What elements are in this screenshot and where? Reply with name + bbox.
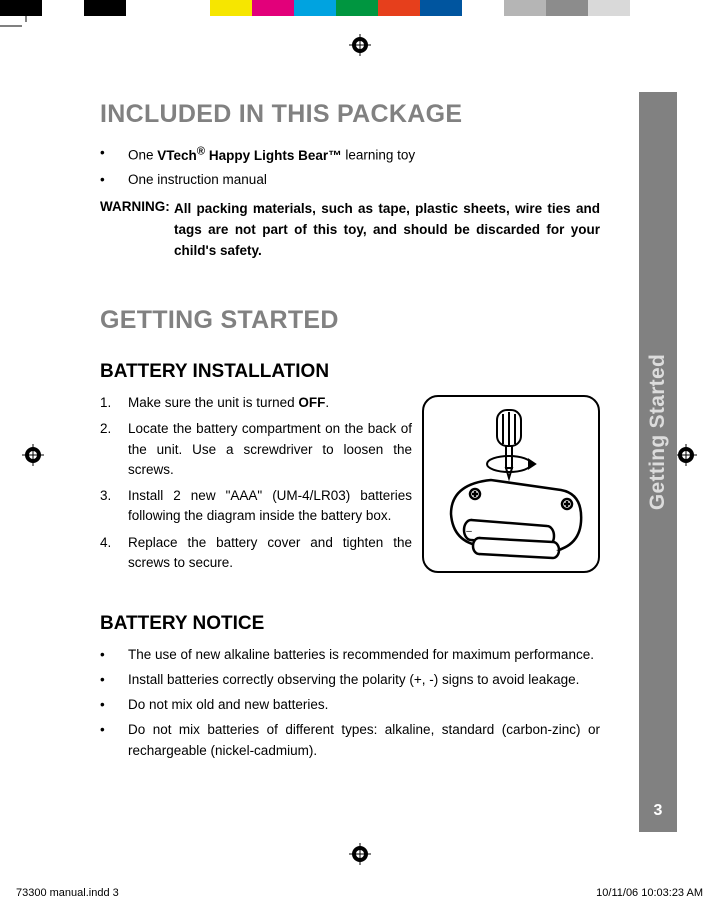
color-swatch (462, 0, 504, 16)
battery-notice-list: •The use of new alkaline batteries is re… (100, 645, 600, 762)
warning-body: All packing materials, such as tape, pla… (174, 199, 600, 262)
text: One (128, 148, 157, 163)
list-number: 3. (100, 486, 128, 527)
list-number: 2. (100, 419, 128, 480)
bullet-icon: • (100, 670, 128, 691)
list-item: 2. Locate the battery compartment on the… (100, 419, 412, 480)
battery-diagram-svg: – + (431, 404, 591, 564)
list-item-text: Make sure the unit is turned OFF. (128, 393, 412, 413)
warning-label: WARNING: (100, 197, 170, 218)
color-swatch (336, 0, 378, 16)
bullet-icon: • (100, 695, 128, 716)
color-swatch (126, 0, 168, 16)
svg-text:+: + (556, 546, 562, 557)
color-swatch (504, 0, 546, 16)
heading-included: INCLUDED IN THIS PACKAGE (100, 100, 600, 129)
color-swatch (294, 0, 336, 16)
list-item-text: The use of new alkaline batteries is rec… (128, 645, 600, 666)
install-row: 1. Make sure the unit is turned OFF. 2. … (100, 393, 600, 579)
footer-timestamp: 10/11/06 10:03:23 AM (596, 887, 703, 899)
page: Getting Started 3 INCLUDED IN THIS PACKA… (0, 0, 719, 909)
bullet-icon: • (100, 143, 128, 166)
battery-diagram: – + (422, 395, 600, 573)
text: Happy Lights Bear™ (205, 148, 342, 163)
list-item-text: Replace the battery cover and tighten th… (128, 533, 412, 574)
color-swatch (84, 0, 126, 16)
list-item: 3. Install 2 new "AAA" (UM-4/LR03) batte… (100, 486, 412, 527)
text: . (325, 395, 329, 410)
color-swatch (630, 0, 672, 16)
section-tab-label: Getting Started (646, 354, 670, 510)
color-calibration-bar (0, 0, 719, 16)
registration-mark-bottom (0, 843, 719, 865)
subheading-battery-installation: BATTERY INSTALLATION (100, 361, 600, 383)
bullet-icon: • (100, 720, 128, 762)
text: OFF (298, 395, 325, 410)
list-item: •Do not mix batteries of different types… (100, 720, 600, 762)
subheading-battery-notice: BATTERY NOTICE (100, 613, 600, 635)
install-steps-list: 1. Make sure the unit is turned OFF. 2. … (100, 393, 412, 579)
color-swatch (210, 0, 252, 16)
registration-mark-right (675, 0, 697, 909)
list-item: •Install batteries correctly observing t… (100, 670, 600, 691)
list-item-text: Do not mix old and new batteries. (128, 695, 600, 716)
text: learning toy (342, 148, 416, 163)
list-number: 4. (100, 533, 128, 574)
color-swatch (588, 0, 630, 16)
included-list: • One VTech® Happy Lights Bear™ learning… (100, 143, 600, 191)
color-swatch (252, 0, 294, 16)
list-item-text: One VTech® Happy Lights Bear™ learning t… (128, 143, 600, 166)
list-item: • One instruction manual (100, 170, 600, 191)
warning-block: WARNING: All packing materials, such as … (100, 197, 600, 262)
section-tab-label-wrap: Getting Started (639, 92, 677, 772)
list-item-text: Do not mix batteries of different types:… (128, 720, 600, 762)
list-item: 4. Replace the battery cover and tighten… (100, 533, 412, 574)
section-tab-page: 3 (639, 802, 677, 820)
color-swatch (420, 0, 462, 16)
list-number: 1. (100, 393, 128, 413)
footer-filename: 73300 manual.indd 3 (16, 887, 119, 899)
list-item-text: Locate the battery compartment on the ba… (128, 419, 412, 480)
heading-getting-started: GETTING STARTED (100, 306, 600, 335)
registration-mark-left (22, 0, 44, 909)
text: VTech (157, 148, 197, 163)
content-area: INCLUDED IN THIS PACKAGE • One VTech® Ha… (100, 100, 600, 768)
section-getting-started: GETTING STARTED BATTERY INSTALLATION 1. … (100, 306, 600, 762)
svg-text:–: – (466, 526, 472, 537)
color-swatch (42, 0, 84, 16)
list-item-text: One instruction manual (128, 170, 600, 191)
list-item-text: Install 2 new "AAA" (UM-4/LR03) batterie… (128, 486, 412, 527)
list-item-text: Install batteries correctly observing th… (128, 670, 600, 691)
text: Make sure the unit is turned (128, 395, 298, 410)
list-item: • One VTech® Happy Lights Bear™ learning… (100, 143, 600, 166)
bullet-icon: • (100, 645, 128, 666)
registration-mark-top (0, 34, 719, 56)
list-item: •Do not mix old and new batteries. (100, 695, 600, 716)
bullet-icon: • (100, 170, 128, 191)
section-tab: Getting Started 3 (639, 92, 677, 832)
text: ® (197, 145, 205, 157)
print-footer: 73300 manual.indd 3 10/11/06 10:03:23 AM (16, 887, 703, 899)
list-item: 1. Make sure the unit is turned OFF. (100, 393, 412, 413)
color-swatch (168, 0, 210, 16)
color-swatch (378, 0, 420, 16)
list-item: •The use of new alkaline batteries is re… (100, 645, 600, 666)
color-swatch (546, 0, 588, 16)
